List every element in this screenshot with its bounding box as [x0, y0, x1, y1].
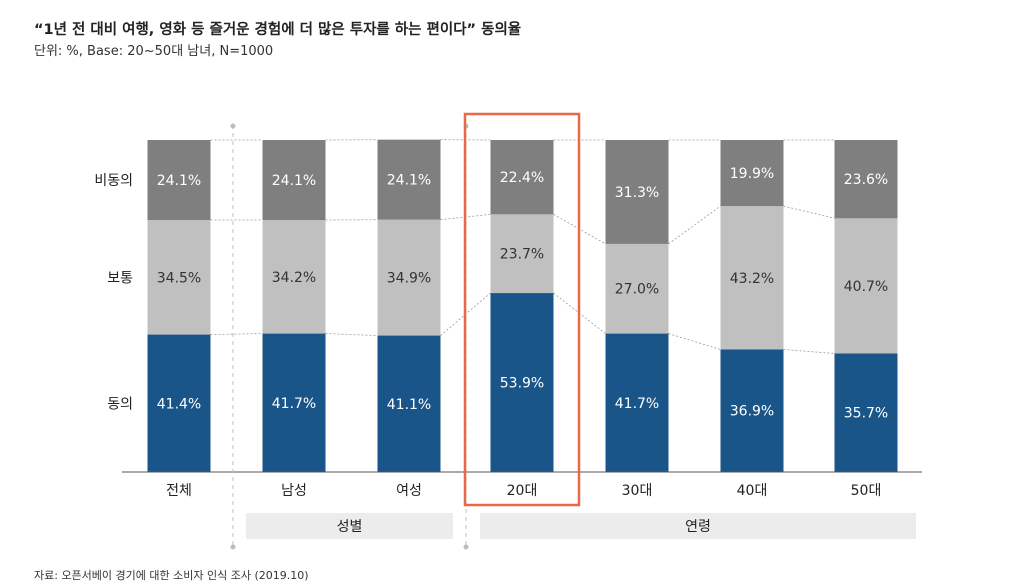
value-label: 53.9%: [500, 376, 544, 392]
category-label: 40대: [737, 483, 768, 499]
connector-line: [668, 333, 721, 350]
value-label: 36.9%: [730, 404, 774, 420]
bar-비동의-50대: [834, 140, 898, 219]
value-label: 43.2%: [730, 271, 774, 287]
bar-보통-30대: [605, 243, 669, 334]
value-label: 34.2%: [272, 270, 316, 286]
series-label: 보통: [107, 270, 133, 286]
category-label: 30대: [622, 483, 653, 499]
value-label: 34.5%: [157, 270, 201, 286]
value-label: 23.7%: [500, 247, 544, 263]
value-label: 41.7%: [615, 396, 659, 412]
bar-보통-전체: [147, 220, 211, 335]
category-label: 20대: [507, 483, 538, 499]
category-label: 남성: [281, 483, 307, 499]
value-label: 22.4%: [500, 170, 544, 186]
bar-보통-40대: [720, 206, 784, 350]
value-label: 35.7%: [844, 406, 888, 422]
value-label: 41.1%: [387, 397, 431, 413]
series-label: 동의: [107, 396, 133, 412]
bar-동의-여성: [377, 335, 441, 472]
value-label: 24.1%: [387, 173, 431, 189]
category-label: 50대: [851, 483, 882, 499]
bar-비동의-40대: [720, 140, 784, 207]
group-band: [246, 513, 453, 539]
bar-보통-남성: [262, 220, 326, 334]
chart-title: “1년 전 대비 여행, 영화 등 즐거운 경험에 더 많은 투자를 하는 편이…: [34, 22, 522, 38]
value-label: 24.1%: [157, 173, 201, 189]
connector-line: [210, 333, 263, 335]
value-label: 23.6%: [844, 172, 888, 188]
bar-비동의-30대: [605, 140, 669, 244]
bar-보통-여성: [377, 219, 441, 336]
value-label: 41.7%: [272, 396, 316, 412]
bar-비동의-여성: [377, 139, 441, 220]
connector-line: [325, 333, 378, 336]
category-label: 여성: [396, 483, 422, 499]
separator-dot: [230, 544, 236, 550]
source-note: 자료: 오픈서베이 경기에 대한 소비자 인식 조사 (2019.10): [34, 569, 309, 582]
value-label: 24.1%: [272, 173, 316, 189]
series-label: 비동의: [94, 173, 133, 189]
group-band: [480, 513, 916, 539]
value-label: 40.7%: [844, 279, 888, 295]
bar-보통-20대: [490, 214, 554, 294]
bar-동의-20대: [490, 293, 554, 472]
value-label: 27.0%: [615, 282, 659, 298]
bar-비동의-남성: [262, 140, 326, 221]
bar-비동의-20대: [490, 140, 554, 215]
value-label: 19.9%: [730, 166, 774, 182]
value-label: 41.4%: [157, 396, 201, 412]
value-label: 31.3%: [615, 185, 659, 201]
chart-subtitle: 단위: %, Base: 20~50대 남녀, N=1000: [34, 44, 274, 59]
group-label: 연령: [685, 519, 711, 535]
bar-동의-전체: [147, 334, 211, 472]
bar-보통-50대: [834, 218, 898, 354]
bar-동의-40대: [720, 349, 784, 472]
connector-line: [783, 205, 835, 219]
bar-동의-50대: [834, 353, 898, 472]
group-label: 성별: [337, 519, 363, 535]
bar-동의-남성: [262, 333, 326, 472]
bar-비동의-전체: [147, 140, 211, 221]
category-label: 전체: [166, 483, 192, 499]
separator-dot: [463, 544, 469, 550]
bar-동의-30대: [605, 333, 669, 472]
separator-dot: [230, 123, 236, 129]
connector-line: [668, 205, 721, 245]
connector-line: [783, 349, 835, 354]
value-label: 34.9%: [387, 271, 431, 287]
highlight-box: [463, 112, 581, 507]
